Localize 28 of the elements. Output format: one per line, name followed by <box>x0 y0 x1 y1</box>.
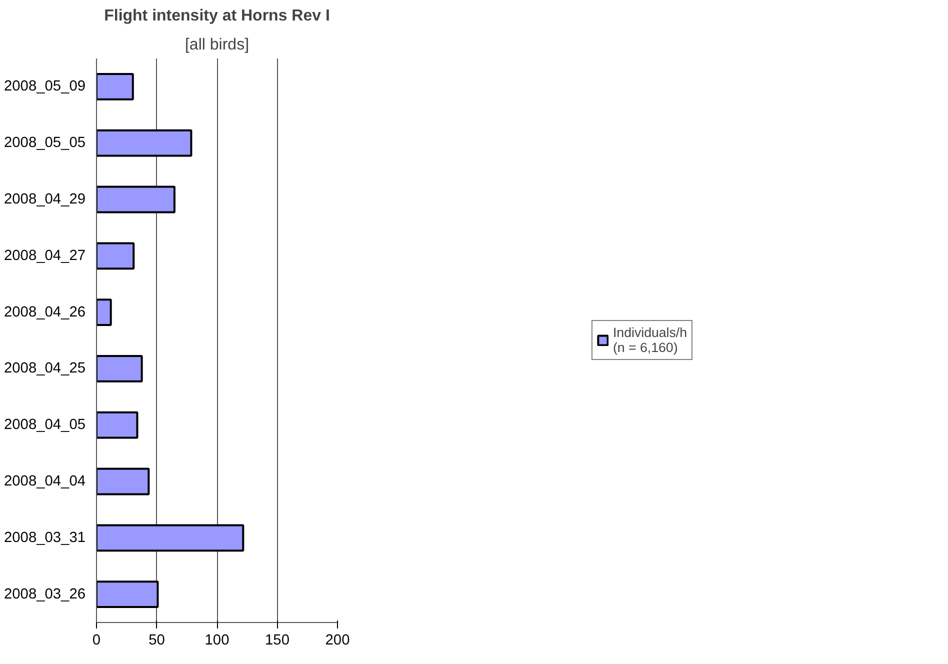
y-tick-label: 2008_03_31 <box>4 530 86 546</box>
legend-label: Individuals/h (n = 6,160) <box>612 325 688 355</box>
y-tick-label: 2008_05_09 <box>4 78 86 95</box>
bar <box>96 524 244 552</box>
bar <box>96 242 135 270</box>
y-tick-label: 2008_04_05 <box>4 417 86 434</box>
bar <box>96 186 176 214</box>
bar <box>96 468 150 496</box>
y-tick-label: 2008_04_25 <box>4 360 86 377</box>
x-tick-label: 50 <box>148 632 165 648</box>
bar <box>96 73 134 100</box>
y-tick-label: 2008_04_04 <box>4 474 86 490</box>
chart-title: Flight intensity at Horns Rev I <box>104 8 330 24</box>
y-tick-label: 2008_03_26 <box>4 586 86 602</box>
x-tick-label: 150 <box>265 632 290 648</box>
bar <box>96 355 143 382</box>
bar <box>96 298 112 326</box>
y-tick-label: 2008_04_26 <box>4 304 86 320</box>
x-tick-label: 0 <box>92 632 101 648</box>
chart-subtitle: [all birds] <box>184 36 250 54</box>
bar <box>96 129 192 157</box>
y-tick-label: 2008_04_29 <box>4 192 86 208</box>
y-tick-label: 2008_04_27 <box>4 248 86 264</box>
bar <box>96 580 159 608</box>
bar <box>96 411 138 439</box>
x-tick-label: 200 <box>325 632 350 648</box>
x-tick-label: 100 <box>204 632 230 648</box>
y-tick-label: 2008_05_05 <box>4 135 86 152</box>
